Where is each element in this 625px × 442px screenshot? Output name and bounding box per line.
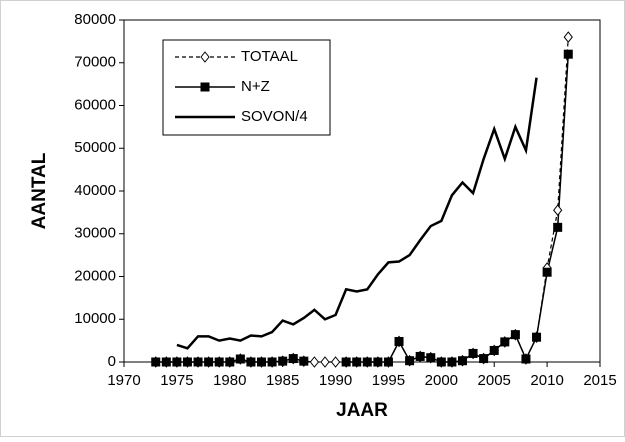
- point: [457, 356, 467, 366]
- point: [172, 357, 182, 367]
- x-tick-label: 2005: [478, 372, 511, 389]
- x-tick-label: 1990: [319, 372, 352, 389]
- y-tick-label: 30000: [74, 225, 116, 242]
- point: [542, 267, 552, 277]
- point: [267, 357, 277, 367]
- y-tick-label: 60000: [74, 96, 116, 113]
- point: [320, 356, 330, 368]
- point: [563, 49, 573, 59]
- point: [309, 356, 320, 368]
- point: [257, 357, 267, 367]
- x-tick-label: 1995: [372, 372, 405, 389]
- point: [373, 357, 383, 367]
- point: [299, 356, 309, 366]
- point: [447, 357, 457, 367]
- x-tick-label: 1975: [160, 372, 193, 389]
- point: [489, 345, 499, 355]
- point: [436, 357, 446, 367]
- legend-marker: [200, 51, 210, 63]
- point: [553, 204, 563, 217]
- point: [405, 356, 415, 366]
- point: [383, 357, 393, 367]
- series-line: [176, 77, 538, 350]
- legend-label: N+Z: [241, 78, 270, 95]
- legend-label: TOTAAL: [241, 48, 298, 65]
- y-tick-label: 10000: [74, 310, 116, 327]
- point: [352, 357, 362, 367]
- point: [510, 330, 520, 340]
- y-tick-label: 70000: [74, 54, 116, 71]
- y-tick-label: 0: [108, 353, 116, 370]
- point: [521, 354, 531, 364]
- point: [225, 357, 235, 367]
- point: [394, 336, 404, 346]
- point: [214, 357, 224, 367]
- point: [246, 357, 256, 367]
- x-tick-label: 2015: [583, 372, 616, 389]
- point: [278, 356, 288, 366]
- legend-marker: [200, 82, 210, 92]
- point: [341, 357, 351, 367]
- point: [468, 348, 478, 358]
- point: [288, 354, 298, 364]
- point: [426, 353, 436, 363]
- point: [193, 357, 203, 367]
- point: [532, 332, 542, 342]
- point: [479, 354, 489, 364]
- y-tick-label: 50000: [74, 139, 116, 156]
- x-tick-label: 2010: [530, 372, 563, 389]
- point: [415, 351, 425, 361]
- y-axis-title: AANTAL: [29, 152, 50, 229]
- point: [500, 337, 510, 347]
- point: [161, 357, 171, 367]
- point: [235, 354, 245, 364]
- x-axis-title: JAAR: [336, 400, 388, 421]
- x-tick-label: 1980: [213, 372, 246, 389]
- point: [563, 31, 573, 43]
- y-tick-label: 80000: [74, 11, 116, 28]
- point: [204, 357, 214, 367]
- y-tick-label: 40000: [74, 182, 116, 199]
- point: [362, 357, 372, 367]
- y-tick-label: 20000: [74, 267, 116, 284]
- x-tick-label: 1970: [107, 372, 140, 389]
- x-tick-label: 2000: [425, 372, 458, 389]
- point: [553, 222, 563, 232]
- point: [330, 356, 341, 368]
- point: [182, 357, 192, 367]
- legend-label: SOVON/4: [241, 108, 308, 125]
- x-tick-label: 1985: [266, 372, 299, 389]
- point: [151, 357, 161, 367]
